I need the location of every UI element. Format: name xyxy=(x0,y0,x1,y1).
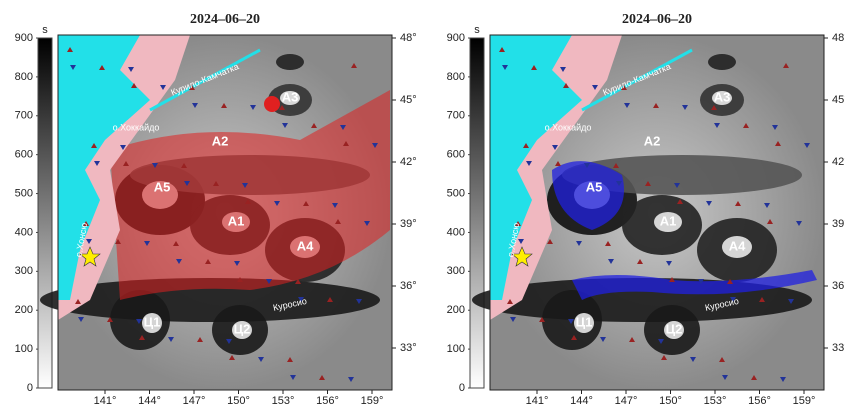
colorbar-tick-label: 600 xyxy=(447,149,465,161)
colorbar-tick-label: 600 xyxy=(15,149,33,161)
region-label: о.Хоккайдо xyxy=(545,122,592,132)
lon-tick-label: 156° xyxy=(748,395,771,407)
colorbar-label: s xyxy=(42,24,48,36)
colorbar-tick-label: 500 xyxy=(15,187,33,199)
lon-tick-label: 153° xyxy=(704,395,727,407)
map-panel: 2024–06–20 s 0 100 200 300 400 500 600 700 800 900 3… xyxy=(447,12,845,407)
colorbar-label: s xyxy=(474,24,480,36)
region-label: А3 xyxy=(282,89,299,104)
colorbar-tick-label: 300 xyxy=(15,265,33,277)
lon-tick-label: 147° xyxy=(615,395,638,407)
colorbar-tick-label: 900 xyxy=(447,32,465,44)
map-panel: 2024–06–20 s 0 100 200 300 400 500 600 700 800 900 3… xyxy=(15,12,417,407)
lat-tick-label: 36° xyxy=(832,280,845,292)
lon-tick-label: 144° xyxy=(138,395,161,407)
lon-tick-label: 159° xyxy=(361,395,384,407)
lon-tick-label: 141° xyxy=(94,395,117,407)
lon-tick-label: 144° xyxy=(570,395,593,407)
region-label: А1 xyxy=(228,213,245,228)
lon-tick-label: 150° xyxy=(659,395,682,407)
figure: 2024–06–20 s 0 100 200 300 400 500 600 700 800 900 3… xyxy=(0,0,845,408)
lat-tick-label: 42° xyxy=(400,156,417,168)
region-label: А3 xyxy=(714,89,731,104)
eddy xyxy=(708,54,736,70)
panel-title: 2024–06–20 xyxy=(190,12,260,27)
colorbar-tick-label: 200 xyxy=(15,304,33,316)
colorbar-tick-label: 0 xyxy=(459,382,465,394)
colorbar-tick-label: 0 xyxy=(27,382,33,394)
region-label: А4 xyxy=(297,238,314,253)
lon-tick-label: 159° xyxy=(793,395,816,407)
lon-tick-label: 141° xyxy=(526,395,549,407)
colorbar-tick-label: 200 xyxy=(447,304,465,316)
lat-tick-label: 48° xyxy=(400,32,417,44)
colorbar xyxy=(470,38,484,388)
eddy xyxy=(276,54,304,70)
lat-tick-label: 39° xyxy=(832,218,845,230)
colorbar-tick-label: 700 xyxy=(15,110,33,122)
lat-tick-label: 45° xyxy=(400,94,417,106)
colorbar-tick-label: 100 xyxy=(15,343,33,355)
lon-tick-label: 147° xyxy=(183,395,206,407)
colorbar-tick-label: 800 xyxy=(15,71,33,83)
region-label: А4 xyxy=(729,238,746,253)
region-label: А2 xyxy=(212,133,229,148)
colorbar xyxy=(38,38,52,388)
region-label: Ц1 xyxy=(144,314,161,329)
colorbar-tick-label: 800 xyxy=(447,71,465,83)
region-label: Ц2 xyxy=(234,321,251,336)
lat-tick-label: 33° xyxy=(832,342,845,354)
panel-title: 2024–06–20 xyxy=(622,12,692,27)
overlay xyxy=(264,96,280,112)
region-label: о.Хоккайдо xyxy=(113,122,160,132)
colorbar-tick-label: 400 xyxy=(447,226,465,238)
region-label: А5 xyxy=(154,179,171,194)
lat-tick-label: 36° xyxy=(400,280,417,292)
lat-tick-label: 33° xyxy=(400,342,417,354)
region-label: А1 xyxy=(660,213,677,228)
lon-tick-label: 153° xyxy=(272,395,295,407)
colorbar-tick-label: 100 xyxy=(447,343,465,355)
colorbar-tick-label: 700 xyxy=(447,110,465,122)
colorbar-tick-label: 300 xyxy=(447,265,465,277)
lat-tick-label: 39° xyxy=(400,218,417,230)
colorbar-tick-label: 900 xyxy=(15,32,33,44)
region-label: А2 xyxy=(644,133,661,148)
lat-tick-label: 42° xyxy=(832,156,845,168)
region-label: А5 xyxy=(586,179,603,194)
region-label: Ц1 xyxy=(576,314,593,329)
lat-tick-label: 45° xyxy=(832,94,845,106)
colorbar-tick-label: 500 xyxy=(447,187,465,199)
lat-tick-label: 48° xyxy=(832,32,845,44)
lon-tick-label: 150° xyxy=(227,395,250,407)
lon-tick-label: 156° xyxy=(316,395,339,407)
region-label: Ц2 xyxy=(666,321,683,336)
colorbar-tick-label: 400 xyxy=(15,226,33,238)
